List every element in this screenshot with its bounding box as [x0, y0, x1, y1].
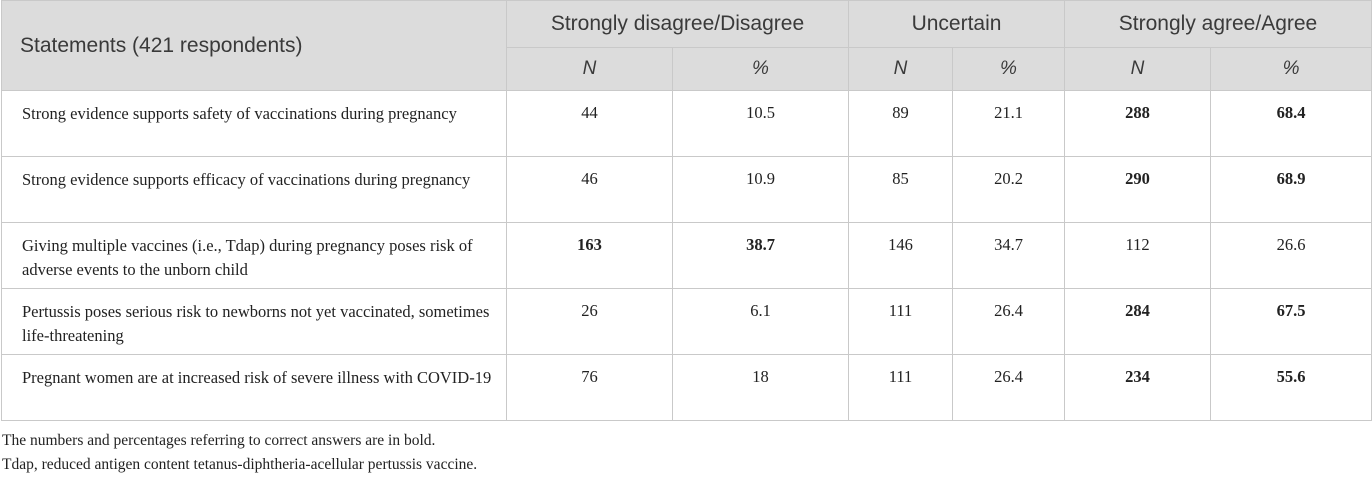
percent-cell: 6.1 — [672, 288, 849, 355]
count-cell: 85 — [848, 156, 953, 223]
percent-cell: 26.6 — [1210, 222, 1372, 289]
subcol-header: N — [506, 47, 673, 91]
footnote: Tdap, reduced antigen content tetanus-di… — [2, 456, 478, 473]
statements-header: Statements (421 respondents) — [1, 0, 507, 91]
percent-cell: 18 — [672, 354, 849, 421]
count-cell: 284 — [1064, 288, 1212, 355]
survey-table: Statements (421 respondents) Strongly di… — [1, 0, 1372, 421]
count-cell: 163 — [506, 222, 673, 289]
subcol-header: N — [848, 47, 953, 91]
percent-cell: 34.7 — [951, 222, 1066, 289]
statement-cell: Pertussis poses serious risk to newborns… — [1, 288, 507, 355]
percent-cell: 38.7 — [672, 222, 849, 289]
group-header-uncertain: Uncertain — [847, 0, 1066, 48]
percent-cell: 55.6 — [1210, 354, 1372, 421]
statement-cell: Pregnant women are at increased risk of … — [1, 354, 507, 421]
count-cell: 89 — [848, 90, 953, 157]
count-cell: 76 — [506, 354, 673, 421]
count-cell: 290 — [1064, 156, 1212, 223]
percent-cell: 68.9 — [1210, 156, 1372, 223]
percent-cell: 10.9 — [672, 156, 849, 223]
count-cell: 26 — [506, 288, 673, 355]
group-header-disagree: Strongly disagree/Disagree — [506, 0, 849, 48]
table-row: Pregnant women are at increased risk of … — [1, 354, 1372, 421]
table-row: Giving multiple vaccines (i.e., Tdap) du… — [1, 222, 1372, 289]
count-cell: 146 — [848, 222, 953, 289]
table-row: Pertussis poses serious risk to newborns… — [1, 288, 1372, 355]
count-cell: 288 — [1064, 90, 1212, 157]
percent-cell: 20.2 — [951, 156, 1066, 223]
statement-cell: Strong evidence supports efficacy of vac… — [1, 156, 507, 223]
percent-cell: 26.4 — [951, 354, 1066, 421]
subcol-header: % — [951, 47, 1066, 91]
percent-cell: 21.1 — [951, 90, 1066, 157]
table-header: Statements (421 respondents) Strongly di… — [1, 0, 1372, 91]
count-cell: 46 — [506, 156, 673, 223]
table-row: Strong evidence supports efficacy of vac… — [1, 156, 1372, 223]
statement-cell: Giving multiple vaccines (i.e., Tdap) du… — [1, 222, 507, 289]
statement-cell: Strong evidence supports safety of vacci… — [1, 90, 507, 157]
table-row: Strong evidence supports safety of vacci… — [1, 90, 1372, 157]
count-cell: 111 — [848, 288, 953, 355]
percent-cell: 68.4 — [1210, 90, 1372, 157]
percent-cell: 26.4 — [951, 288, 1066, 355]
count-cell: 112 — [1064, 222, 1212, 289]
subcol-header: % — [1210, 47, 1372, 91]
count-cell: 111 — [848, 354, 953, 421]
percent-cell: 67.5 — [1210, 288, 1372, 355]
count-cell: 234 — [1064, 354, 1212, 421]
footnote: The numbers and percentages referring to… — [2, 432, 436, 449]
subcol-header: % — [672, 47, 849, 91]
percent-cell: 10.5 — [672, 90, 849, 157]
subcol-header: N — [1064, 47, 1212, 91]
group-header-agree: Strongly agree/Agree — [1064, 0, 1372, 48]
count-cell: 44 — [506, 90, 673, 157]
table-body: Strong evidence supports safety of vacci… — [1, 90, 1372, 421]
table-footnotes: The numbers and percentages referring to… — [0, 429, 1372, 477]
